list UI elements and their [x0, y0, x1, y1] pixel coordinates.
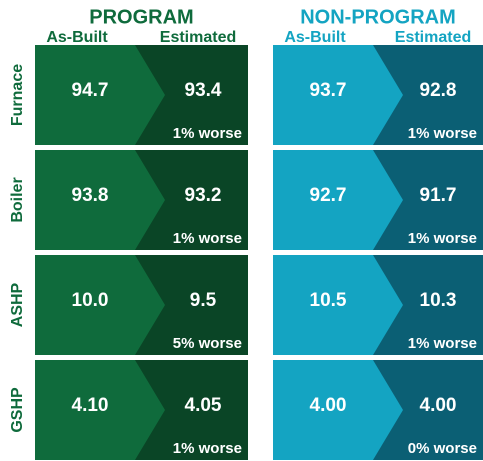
as-built-value: 10.5 — [310, 290, 347, 311]
as-built-value: 93.7 — [310, 80, 347, 101]
estimated-value: 93.2 — [185, 185, 222, 206]
as-built-value: 93.8 — [72, 185, 109, 206]
cell-arrow — [273, 45, 403, 145]
cell-arrow — [273, 255, 403, 355]
difference-note: 1% worse — [408, 125, 477, 142]
as-built-value: 4.00 — [310, 395, 347, 416]
group-title: PROGRAM — [89, 6, 193, 28]
as-built-value: 94.7 — [72, 80, 109, 101]
cell-arrow — [273, 150, 403, 250]
cell-arrow — [35, 255, 165, 355]
row-label: Furnace — [9, 64, 26, 126]
difference-note: 1% worse — [173, 230, 242, 247]
difference-note: 1% worse — [408, 230, 477, 247]
cell-arrow — [35, 360, 165, 460]
cell-arrow — [35, 150, 165, 250]
difference-note: 1% worse — [173, 125, 242, 142]
difference-note: 0% worse — [408, 440, 477, 457]
estimated-value: 10.3 — [420, 290, 457, 311]
column-header: Estimated — [395, 29, 471, 46]
as-built-value: 4.10 — [72, 395, 109, 416]
as-built-value: 92.7 — [310, 185, 347, 206]
row-label: Boiler — [9, 177, 26, 222]
difference-note: 1% worse — [173, 440, 242, 457]
cell-arrow — [35, 45, 165, 145]
difference-note: 5% worse — [173, 335, 242, 352]
estimated-value: 91.7 — [420, 185, 457, 206]
column-header: As-Built — [46, 29, 108, 46]
column-header: Estimated — [160, 29, 236, 46]
group-title: NON-PROGRAM — [300, 6, 456, 28]
estimated-value: 9.5 — [190, 290, 217, 311]
as-built-value: 10.0 — [72, 290, 109, 311]
estimated-value: 4.00 — [420, 395, 457, 416]
cell-arrow — [273, 360, 403, 460]
row-label: ASHP — [9, 282, 26, 327]
estimated-value: 4.05 — [185, 395, 222, 416]
estimated-value: 93.4 — [185, 80, 222, 101]
row-label: GSHP — [9, 387, 26, 433]
estimated-value: 92.8 — [420, 80, 457, 101]
column-header: As-Built — [284, 29, 346, 46]
difference-note: 1% worse — [408, 335, 477, 352]
